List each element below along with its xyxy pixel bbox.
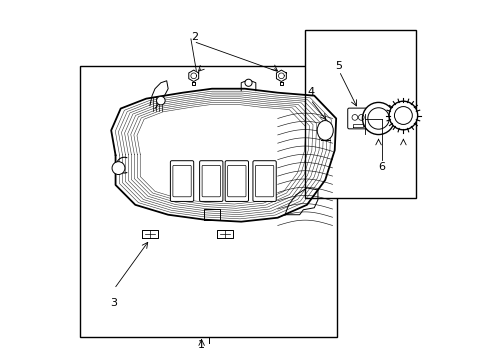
Ellipse shape	[317, 121, 333, 140]
FancyBboxPatch shape	[347, 108, 367, 129]
Text: 4: 4	[306, 87, 313, 98]
Bar	[80, 66, 337, 337]
Polygon shape	[276, 70, 286, 81]
Circle shape	[156, 96, 165, 105]
Text: 1: 1	[198, 340, 204, 350]
Text: 3: 3	[110, 298, 118, 308]
FancyBboxPatch shape	[199, 161, 223, 202]
Text: 7: 7	[361, 116, 368, 126]
Circle shape	[362, 102, 394, 135]
Circle shape	[244, 79, 252, 86]
Text: 5: 5	[335, 61, 342, 71]
Text: 2: 2	[190, 32, 198, 42]
FancyBboxPatch shape	[170, 161, 193, 202]
Circle shape	[112, 162, 124, 175]
FancyBboxPatch shape	[224, 161, 248, 202]
Circle shape	[388, 101, 417, 130]
Text: 6: 6	[378, 162, 385, 172]
FancyBboxPatch shape	[252, 161, 276, 202]
Bar	[305, 30, 415, 198]
Polygon shape	[188, 70, 198, 81]
